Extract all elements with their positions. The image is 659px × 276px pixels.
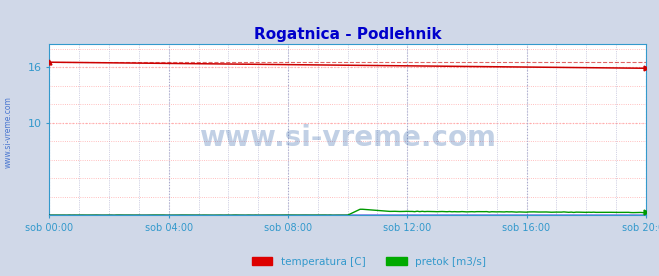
Text: www.si-vreme.com: www.si-vreme.com [3, 97, 13, 168]
Text: www.si-vreme.com: www.si-vreme.com [199, 124, 496, 152]
Legend: temperatura [C], pretok [m3/s]: temperatura [C], pretok [m3/s] [247, 253, 491, 271]
Title: Rogatnica - Podlehnik: Rogatnica - Podlehnik [254, 26, 442, 42]
